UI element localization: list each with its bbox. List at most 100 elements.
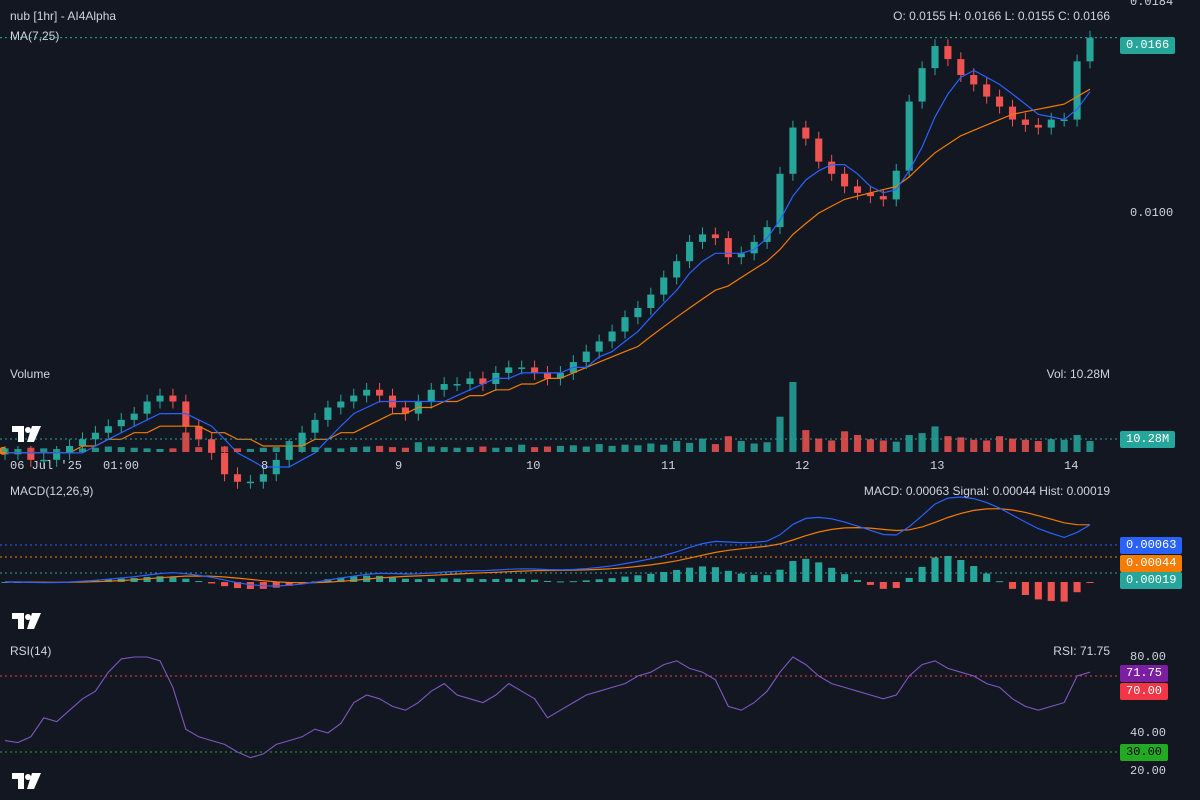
candle [479, 371, 487, 392]
macd-hist-bar [337, 577, 345, 582]
macd-hist-bar [182, 578, 190, 582]
volume-bar [466, 447, 474, 452]
candle-body [14, 452, 22, 455]
candle-body [983, 84, 991, 97]
candle [698, 227, 707, 249]
candle-body [608, 331, 616, 342]
candle-body [401, 407, 409, 414]
ma25-line [5, 88, 1091, 454]
macd-hist-bar [156, 576, 164, 582]
candle-body [879, 196, 887, 200]
candle-body [841, 173, 849, 187]
macd-hist-bar [453, 578, 461, 582]
macd-hist-bar [776, 569, 784, 582]
volume-bar [143, 448, 151, 452]
volume-bar [27, 447, 35, 452]
macd-hist-bar [763, 575, 771, 582]
candle-body [711, 234, 719, 239]
volume-readout: Vol: 10.28M [1046, 367, 1110, 381]
candle-body [970, 75, 978, 85]
volume-bar [518, 444, 526, 452]
volume-bar [905, 434, 913, 452]
candle-body [634, 307, 642, 318]
candle-body [660, 277, 668, 295]
ma-indicator-label[interactable]: MA(7,25) [10, 29, 60, 43]
macd-hist-bar [350, 576, 358, 582]
volume-bar [350, 447, 358, 452]
candle [918, 61, 926, 109]
candle-body [53, 452, 61, 460]
volume-bar [453, 447, 461, 452]
volume-label[interactable]: Volume [10, 367, 51, 381]
macd-hist-bar [531, 579, 539, 582]
macd-hist-bar [750, 575, 758, 582]
candle-body [221, 452, 229, 475]
time-label-13: 13 [930, 459, 945, 473]
candle-body [673, 261, 681, 278]
volume-bar [363, 446, 371, 452]
volume-bar [582, 446, 590, 452]
candle [892, 163, 900, 207]
volume-bar [569, 445, 577, 452]
volume-pane[interactable] [0, 382, 1118, 452]
volume-bar [608, 445, 616, 452]
volume-bar [931, 426, 939, 452]
macd-hist-bar [582, 580, 590, 582]
candle-body [1034, 124, 1042, 128]
candle [763, 220, 771, 249]
candle [1073, 54, 1081, 127]
volume-bar [208, 447, 216, 452]
macd-hist-bar [621, 576, 629, 582]
volume-bar [763, 442, 771, 452]
volume-bar [479, 446, 487, 452]
volume-bar [724, 436, 732, 452]
candle-body [427, 389, 435, 402]
macd-hist-bar [466, 578, 474, 582]
macd-pane[interactable] [0, 496, 1118, 602]
volume-bar [66, 447, 74, 452]
rsi-upper-tag: 70.00 [1120, 683, 1169, 700]
macd-hist-bar [272, 582, 280, 588]
candle [104, 419, 112, 440]
candle [531, 360, 539, 380]
candle-body [866, 192, 874, 197]
candle [259, 467, 267, 489]
candle-body [285, 446, 293, 460]
candle-body [259, 474, 267, 482]
candle-body [944, 46, 952, 60]
candle [841, 166, 849, 194]
volume-bar [556, 445, 564, 452]
candle [996, 89, 1004, 114]
volume-bar [660, 444, 668, 452]
price-tick-top: 0.0184 [1130, 0, 1174, 9]
candle [634, 301, 642, 325]
macd-hist-bar [673, 569, 681, 582]
macd-hist-bar [905, 577, 913, 582]
macd-hist-bar [1073, 582, 1081, 593]
candle-body [324, 407, 332, 420]
volume-bar [1008, 438, 1017, 452]
volume-bar [285, 441, 293, 452]
volume-bar [543, 446, 552, 452]
chart-title: nub [1hr] - AI4Alpha [10, 9, 117, 23]
price-pane[interactable] [0, 30, 1118, 489]
volume-bar [388, 447, 397, 452]
volume-bar [698, 438, 707, 452]
rsi-pane[interactable] [0, 656, 1118, 759]
candle [944, 39, 952, 67]
candle-body [582, 351, 590, 363]
volume-bar [815, 438, 823, 452]
candle-body [505, 367, 513, 373]
macd-hist-bar [647, 573, 655, 582]
volume-bar [1060, 439, 1068, 452]
macd-signal-line [5, 508, 1091, 584]
tradingview-logo-icon [12, 773, 41, 789]
rsi-label[interactable]: RSI(14) [10, 644, 52, 658]
candle-body [931, 46, 939, 69]
tradingview-logo-icon [12, 426, 41, 442]
ohlc-readout: O: 0.0155 H: 0.0166 L: 0.0155 C: 0.0166 [893, 9, 1110, 23]
candle [931, 39, 939, 76]
macd-label[interactable]: MACD(12,26,9) [10, 484, 94, 498]
candle-body [337, 401, 345, 408]
